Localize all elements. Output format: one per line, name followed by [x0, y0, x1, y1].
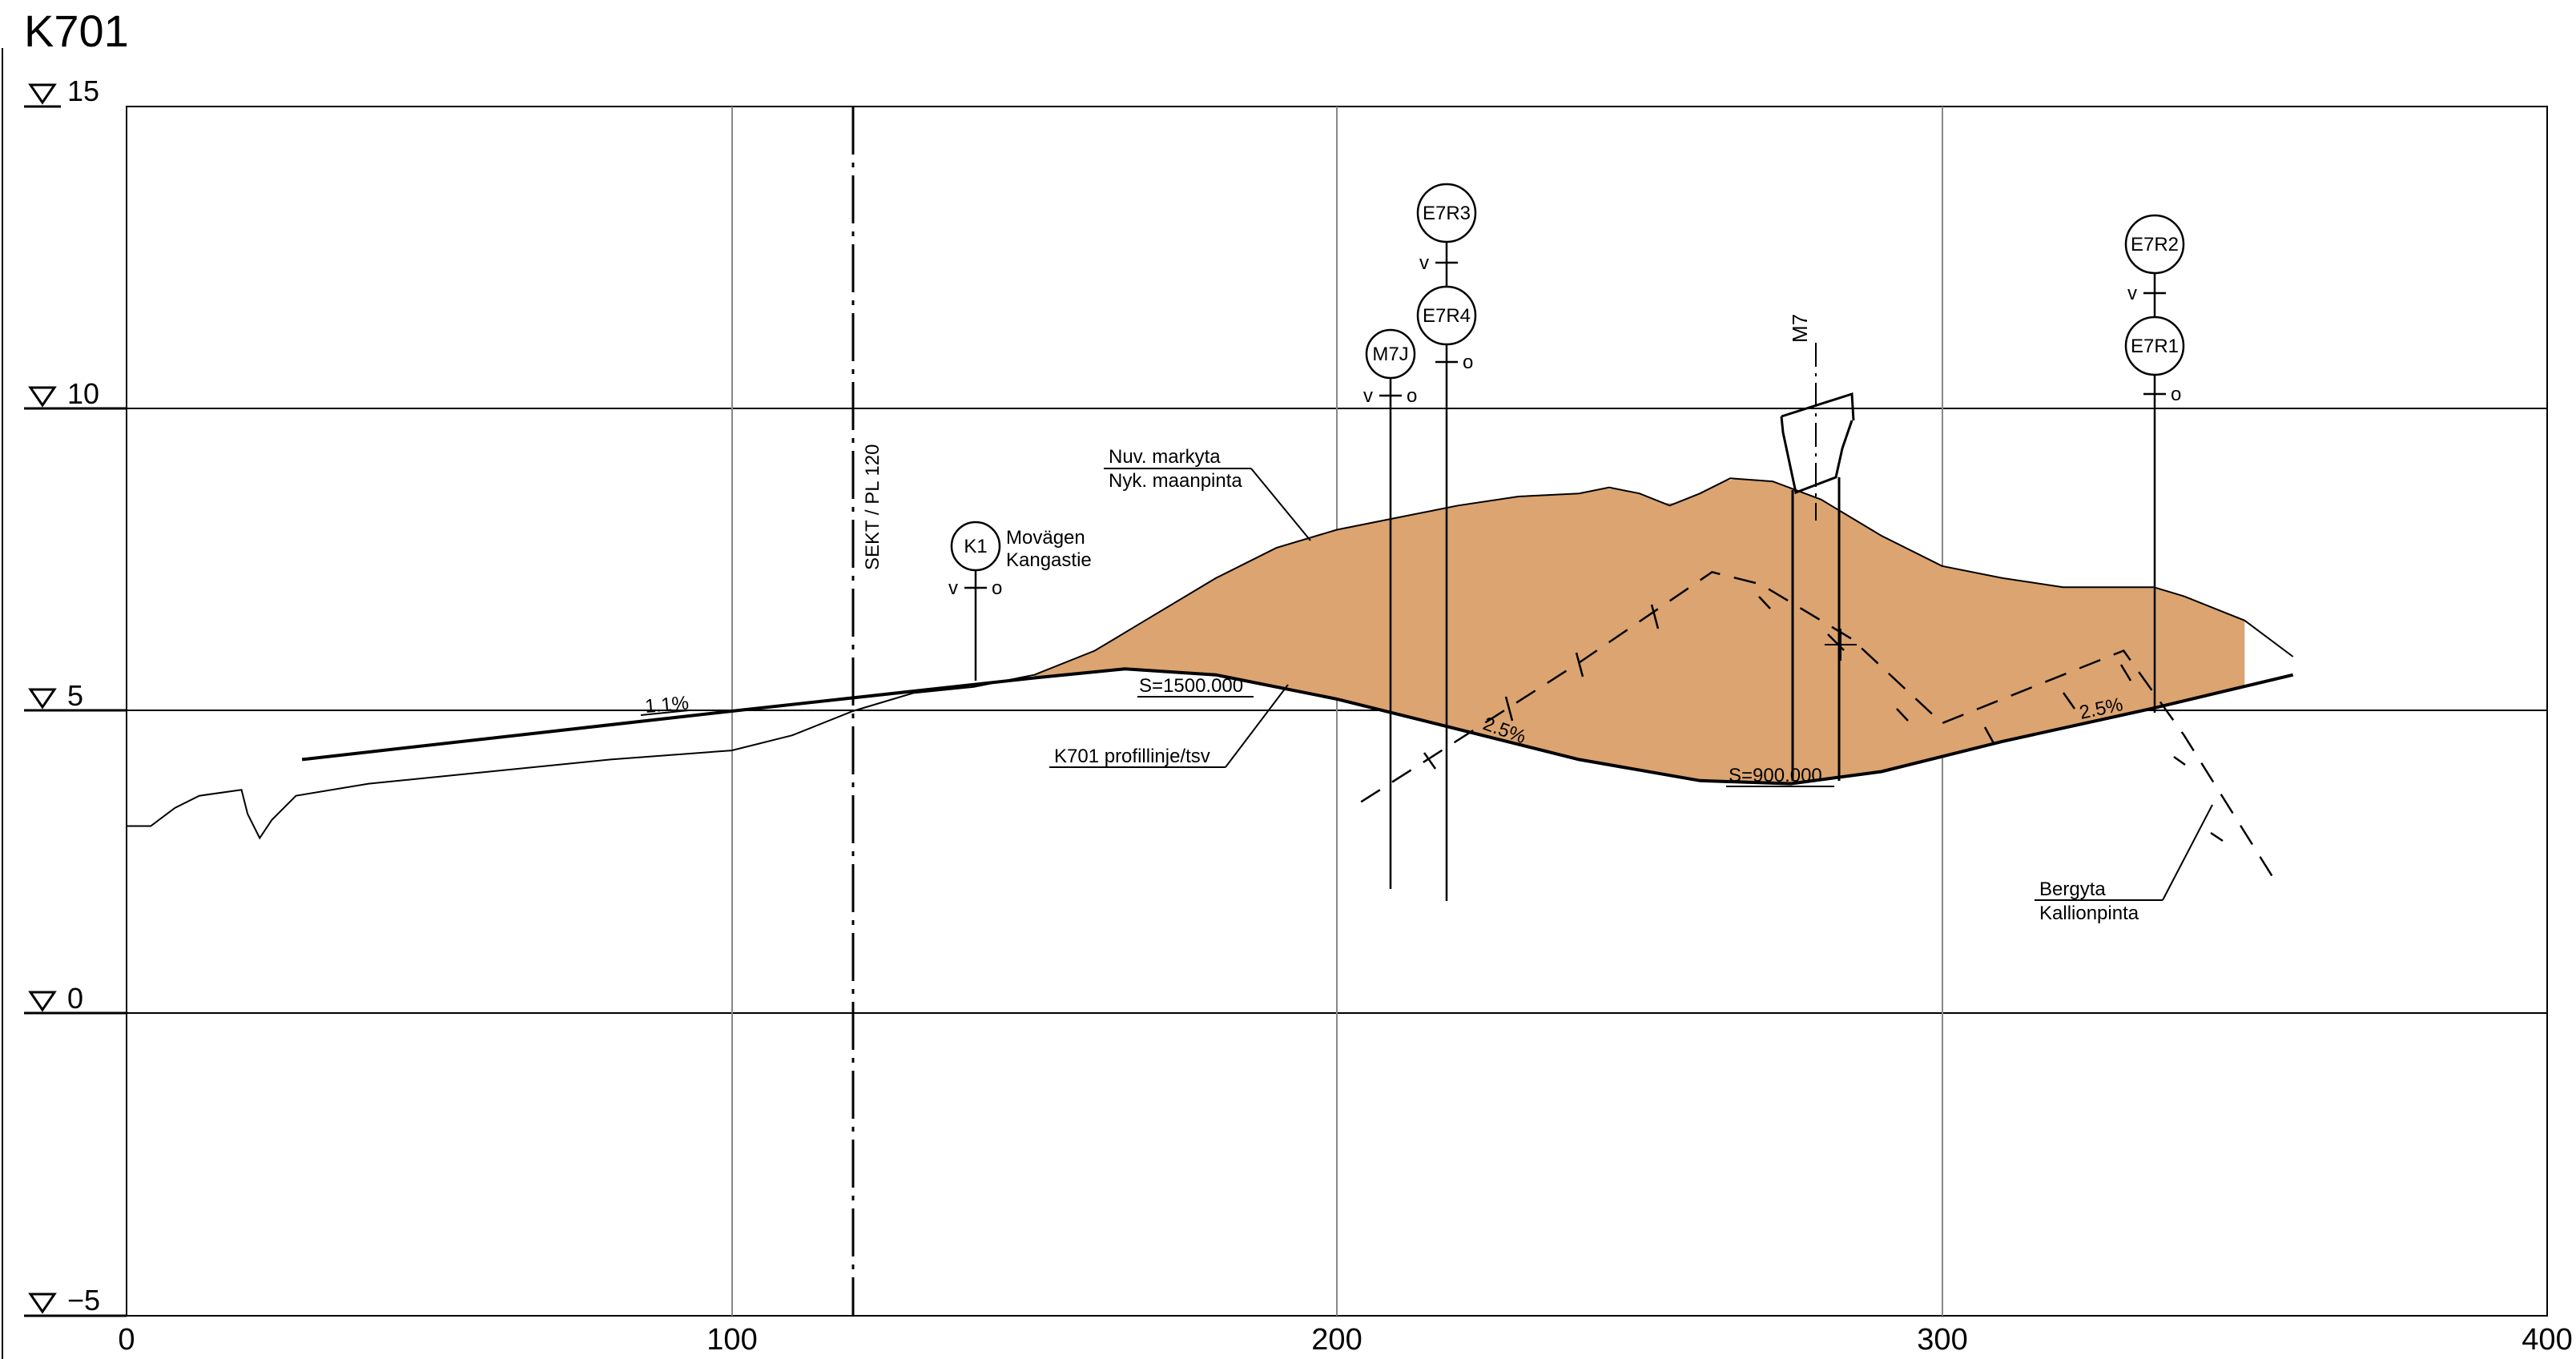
bedrock-label-sv: Bergyta — [2039, 879, 2106, 900]
sag-radius-label: S=900.000 — [1729, 765, 1822, 786]
bedrock-tick — [2119, 664, 2132, 682]
elevation-text: 15 — [67, 74, 99, 107]
level-triangle-icon — [28, 83, 57, 105]
profile-cross-marks — [1825, 629, 1857, 661]
cut-fill-area — [1034, 478, 2245, 784]
elevation-label-5: 5 — [24, 679, 127, 712]
borehole-k1: K1 v o Movägen Kangastie — [948, 521, 1092, 681]
station-label-100: 100 — [706, 1323, 757, 1357]
bedrock-label: Bergyta Kallionpinta — [2035, 804, 2213, 924]
bedrock-tick — [2210, 831, 2224, 842]
station-label-0: 0 — [118, 1323, 135, 1357]
bedrock-line — [1360, 571, 2276, 882]
profile-label-text: K701 profillinje/tsv — [1054, 746, 1210, 767]
profile-label-leader — [1225, 684, 1289, 768]
road-name-fi: Kangastie — [1006, 549, 1092, 571]
structure-m7: M7 — [1780, 314, 1855, 781]
borehole-id: K1 — [964, 536, 987, 557]
borehole-id: E7R3 — [1423, 203, 1471, 224]
elevation-text: 5 — [67, 679, 83, 712]
crest-radius-label: S=1500.000 — [1139, 675, 1243, 697]
bedrock-ticks — [1423, 596, 2224, 842]
bedrock-tick — [2062, 692, 2076, 710]
structure-label: M7 — [1788, 314, 1812, 343]
bedrock-tick — [1650, 604, 1660, 629]
ground-surface-label: Nuv. markyta Nyk. maanpinta — [1104, 446, 1311, 541]
elevation-text: −5 — [67, 1284, 100, 1317]
level-triangle-icon — [28, 991, 57, 1012]
ground-label-sv: Nuv. markyta — [1109, 446, 1221, 468]
section-line: SEKT / PL 120 — [851, 107, 883, 1316]
ground-label-fi: Nyk. maanpinta — [1109, 470, 1242, 492]
borehole-id: E7R4 — [1423, 305, 1471, 327]
bedrock-tick — [1423, 752, 1437, 770]
level-triangle-icon — [28, 386, 57, 408]
elevation-label-0: 0 — [24, 982, 127, 1015]
bedrock-tick — [1758, 596, 1771, 609]
borehole-id: E7R1 — [2131, 336, 2179, 357]
elevation-text: 10 — [67, 377, 99, 410]
borehole-id: M7J — [1372, 344, 1408, 365]
borehole-left-mark: v — [1363, 385, 1373, 407]
borehole-right-mark: o — [1407, 385, 1417, 407]
level-triangle-icon — [28, 688, 57, 710]
elevation-text: 0 — [67, 982, 83, 1015]
profile-line — [301, 667, 2294, 786]
borehole-left-mark: v — [2127, 283, 2137, 304]
drawing-title: K701 — [24, 6, 129, 56]
borehole-right-mark: o — [992, 577, 1002, 599]
borehole-right-mark: o — [1463, 352, 1473, 373]
bedrock-tick — [1575, 652, 1584, 677]
borehole-e7r4: E7R4 o — [1416, 285, 1477, 901]
alignment-labels: 1.1% S=1500.000 2.5% S=900.000 2.5% — [640, 675, 2125, 787]
elevation-axis: 15 10 5 0 −5 — [24, 74, 127, 1317]
bedrock-tick — [2173, 755, 2186, 766]
borehole-e7r2: E7R2 v — [2124, 214, 2185, 317]
slope-underline — [640, 710, 690, 716]
borehole-id: E7R2 — [2131, 234, 2179, 255]
borehole-e7r1: E7R1 o — [2124, 316, 2185, 713]
profile-line-label: K701 profillinje/tsv — [1049, 684, 1289, 768]
borehole-right-mark: o — [2171, 384, 2181, 405]
road-name-sv: Movägen — [1006, 527, 1085, 549]
borehole-left-mark: v — [1419, 252, 1429, 274]
borehole-e7r3: E7R3 v — [1416, 183, 1477, 287]
bedrock-tick — [1504, 696, 1514, 722]
ground-surface-line — [127, 477, 2294, 840]
bedrock-tick — [1896, 708, 1909, 722]
station-label-300: 300 — [1917, 1323, 1967, 1357]
ground-label-leader — [1250, 468, 1311, 541]
section-label: SEKT / PL 120 — [862, 444, 883, 570]
station-label-200: 200 — [1311, 1323, 1362, 1357]
bedrock-label-fi: Kallionpinta — [2039, 903, 2139, 924]
borehole-m7j: M7J v o — [1363, 328, 1417, 889]
elevation-label-10: 10 — [24, 377, 127, 410]
station-label-400: 400 — [2522, 1323, 2572, 1357]
level-triangle-icon — [28, 1293, 57, 1314]
elevation-label-15: 15 — [24, 74, 99, 108]
borehole-left-mark: v — [948, 577, 958, 599]
station-axis: 0 100 200 300 400 — [118, 1323, 2572, 1357]
elevation-label-minus5: −5 — [24, 1284, 127, 1317]
bedrock-label-leader — [2162, 804, 2213, 901]
bedrock-tick — [1983, 726, 1996, 746]
